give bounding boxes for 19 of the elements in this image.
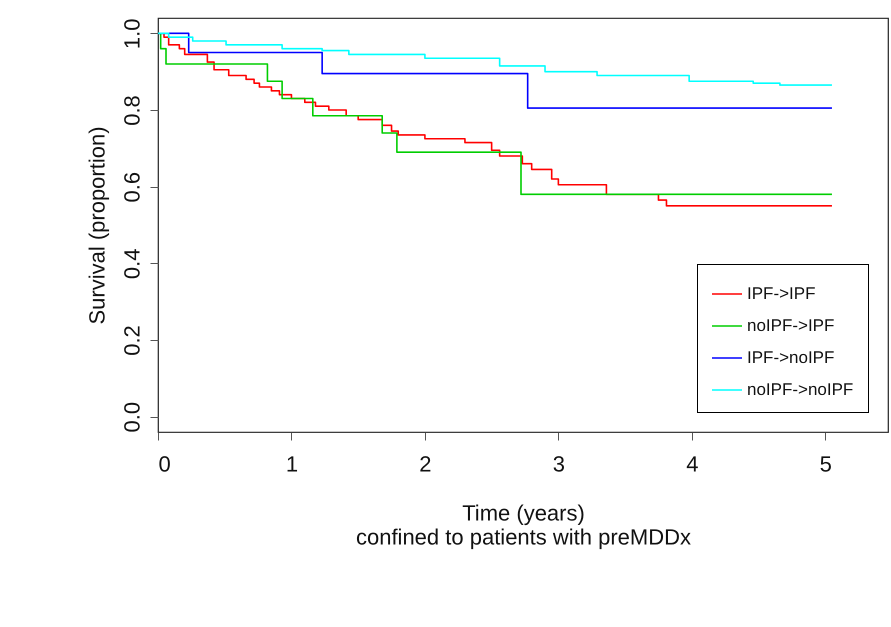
x-tick-label: 1 bbox=[286, 452, 298, 476]
x-tick-label: 0 bbox=[158, 452, 171, 476]
text: confined to patients with preMDDx bbox=[356, 524, 692, 550]
legend-label: IPF->IPF bbox=[747, 284, 816, 303]
y-tick-label: 0.4 bbox=[120, 248, 144, 280]
x-tick-label: 3 bbox=[552, 452, 565, 476]
y-tick-label: 0.6 bbox=[120, 172, 144, 202]
legend-label: noIPF->IPF bbox=[747, 316, 834, 335]
y-tick-label: 1.0 bbox=[120, 18, 144, 50]
y-tick-label: 0.8 bbox=[120, 95, 144, 126]
y-tick-label: 0.2 bbox=[120, 325, 144, 356]
legend-label: noIPF->noIPF bbox=[747, 380, 854, 399]
y-axis-title: Survival (proportion) bbox=[84, 126, 110, 325]
x-tick-label: 4 bbox=[686, 452, 698, 476]
x-tick-label: 2 bbox=[419, 452, 432, 476]
y-tick-label: 0.0 bbox=[120, 402, 144, 432]
legend-label: IPF->noIPF bbox=[747, 348, 834, 367]
x-tick-label: 5 bbox=[820, 452, 832, 476]
x-axis-title: Time (years) bbox=[462, 500, 585, 526]
